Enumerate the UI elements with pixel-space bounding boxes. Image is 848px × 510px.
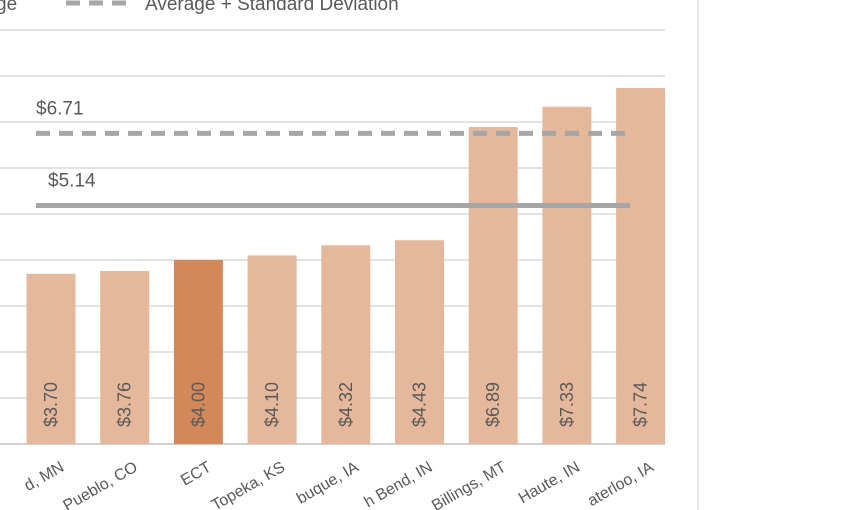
legend-entry-label: Average + Standard Deviation [145, 0, 399, 15]
bar-value-label: $4.10 [262, 382, 282, 427]
reference-line-label: $6.71 [36, 98, 84, 119]
category-label: h Bend, IN [362, 459, 436, 510]
bar [26, 273, 76, 444]
bar-value-label: $6.89 [483, 382, 503, 427]
category-label: aterloo, IA [585, 459, 657, 510]
category-label: Topeka, KS [209, 459, 288, 510]
category-label: Pueblo, CO [61, 459, 141, 510]
bar-value-label: $3.76 [115, 382, 135, 427]
bar-value-label: $3.70 [41, 382, 61, 427]
bar [468, 127, 518, 444]
bar [542, 106, 592, 444]
category-label: ECT [178, 459, 214, 490]
bar-value-label: $4.00 [188, 382, 208, 427]
bar-value-label: $7.33 [557, 382, 577, 427]
bar [247, 255, 297, 444]
category-label: Haute, IN [516, 459, 583, 508]
bar [173, 260, 223, 444]
bar-value-label: $7.74 [631, 382, 651, 427]
panel-divider [697, 0, 699, 510]
bar-chart: $3.70 d, MN $3.76 Pueblo, CO $4.00 ECT $4.10 To… [0, 0, 666, 510]
bar [395, 240, 444, 444]
category-label: d, MN [22, 459, 67, 495]
bar [321, 245, 371, 444]
bar [616, 87, 666, 445]
bar-value-label: $4.43 [410, 382, 430, 427]
bar [100, 271, 150, 444]
bar-value-label: $4.32 [336, 382, 356, 427]
category-label: Billings, MT [429, 459, 509, 510]
legend-entry-label: ge [0, 0, 17, 15]
reference-line-label: $5.14 [48, 171, 96, 192]
category-label: buque, IA [294, 459, 362, 508]
